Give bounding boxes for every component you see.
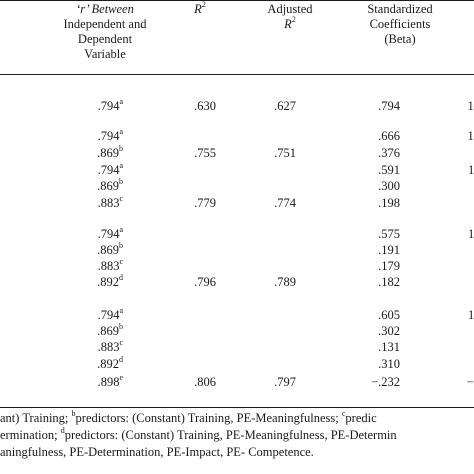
cell-beta-value: .191 bbox=[378, 243, 400, 257]
cell-beta-value: .794 bbox=[378, 99, 400, 113]
cell-edge-value: −2 bbox=[466, 375, 474, 389]
cell-r-value: .794a bbox=[97, 305, 123, 322]
footnote-line-3: aningfulness, PE-Determination, PE-Impac… bbox=[0, 445, 314, 459]
header-r-line-1: ‘r’ Between bbox=[76, 2, 134, 16]
top-rule bbox=[0, 0, 474, 1]
bottom-rule bbox=[0, 407, 474, 408]
cell-edge-value: 3 bbox=[440, 196, 474, 210]
footnote-line-2: ermination; dpredictors: (Constant) Trai… bbox=[0, 425, 397, 442]
header-rule bbox=[0, 74, 474, 75]
cell-r-value: .892d bbox=[97, 354, 123, 371]
cell-edge-value: 14 bbox=[467, 99, 474, 113]
cell-edge-value: 13 bbox=[467, 129, 474, 143]
cell-beta-value: .131 bbox=[378, 340, 400, 354]
cell-edge-value: 3 bbox=[440, 357, 474, 371]
cell-r2-value: .630 bbox=[194, 99, 216, 113]
cell-r-value: .883c bbox=[97, 193, 123, 210]
cell-beta-value: .198 bbox=[378, 196, 400, 210]
cell-adjusted-r2: .751 bbox=[274, 146, 296, 160]
header-r-line-2: Independent and bbox=[63, 17, 147, 31]
cell-beta-value: −.232 bbox=[371, 375, 400, 389]
cell-beta-value: .605 bbox=[378, 308, 400, 322]
header-beta-line-3: (Beta) bbox=[384, 32, 416, 46]
header-beta-line-2: Coefficients bbox=[369, 17, 431, 31]
cell-r2-value: .755 bbox=[194, 146, 216, 160]
cell-r-value: .869b bbox=[97, 143, 123, 160]
cell-r-value: .883c bbox=[97, 337, 123, 354]
cell-adjusted-r2: .627 bbox=[274, 99, 296, 113]
header-beta-column: Standardized Coefficients (Beta) bbox=[340, 2, 460, 47]
header-r-column: ‘r’ Between Independent and Dependent Va… bbox=[45, 2, 165, 62]
cell-edge-value: 11 bbox=[467, 227, 474, 241]
header-r-line-4: Variable bbox=[84, 47, 126, 61]
cell-beta-value: .575 bbox=[378, 227, 400, 241]
cell-beta-value: .666 bbox=[378, 129, 400, 143]
header-r2-base: R bbox=[194, 2, 202, 16]
cell-edge-value: I bbox=[440, 212, 474, 226]
cell-r-value: .794a bbox=[97, 224, 123, 241]
cell-edge-value: 11 bbox=[467, 163, 474, 177]
cell-beta-value: .591 bbox=[378, 163, 400, 177]
cell-beta-value: .310 bbox=[378, 357, 400, 371]
cell-beta-value: .179 bbox=[378, 259, 400, 273]
cell-edge-value: 3 bbox=[440, 275, 474, 289]
cell-r2-value: .796 bbox=[194, 275, 216, 289]
cell-edge-value: I bbox=[440, 292, 474, 306]
header-r2-sup: 2 bbox=[201, 0, 206, 9]
cell-r-value: .794a bbox=[97, 160, 123, 177]
header-r2-column: R2 bbox=[175, 0, 225, 17]
cell-edge-value: 2 bbox=[440, 340, 474, 354]
cell-edge-value: 3 bbox=[440, 243, 474, 257]
cell-edge-value: 5 bbox=[440, 179, 474, 193]
header-beta-line-1: Standardized bbox=[367, 2, 433, 16]
cell-beta-value: .182 bbox=[378, 275, 400, 289]
cell-edge-value: 11 bbox=[467, 308, 474, 322]
cell-adjusted-r2: .774 bbox=[274, 196, 296, 210]
cell-adjusted-r2: .797 bbox=[274, 375, 296, 389]
cell-adjusted-r2: .789 bbox=[274, 275, 296, 289]
cell-r-value: .869b bbox=[97, 321, 123, 338]
header-adjusted-column: Adjusted R2 bbox=[255, 2, 325, 32]
cell-r-value: .892d bbox=[97, 272, 123, 289]
header-adjusted-line-2: R2 bbox=[284, 14, 296, 31]
cell-r-value: .898e bbox=[97, 372, 123, 389]
cell-r-value: .869b bbox=[97, 240, 123, 257]
footnote-line-1: ant) Training; bpredictors: (Constant) T… bbox=[0, 408, 377, 425]
cell-beta-value: .300 bbox=[378, 179, 400, 193]
cell-r2-value: .806 bbox=[194, 375, 216, 389]
header-r-line-3: Dependent bbox=[77, 32, 133, 46]
header-adjusted-line-1: Adjusted bbox=[267, 2, 313, 16]
cell-beta-value: .376 bbox=[378, 146, 400, 160]
cell-r2-value: .779 bbox=[194, 196, 216, 210]
cell-r-value: .869b bbox=[97, 176, 123, 193]
cell-r-value: .794a bbox=[97, 96, 123, 113]
cell-r-value: .794a bbox=[97, 126, 123, 143]
cell-edge-value: 3 bbox=[440, 324, 474, 338]
cell-edge-value: 7 bbox=[440, 146, 474, 160]
cell-edge-value: I bbox=[440, 82, 474, 96]
cell-r-value: .883c bbox=[97, 256, 123, 273]
cell-beta-value: .302 bbox=[378, 324, 400, 338]
cell-edge-value: 3 bbox=[440, 259, 474, 273]
